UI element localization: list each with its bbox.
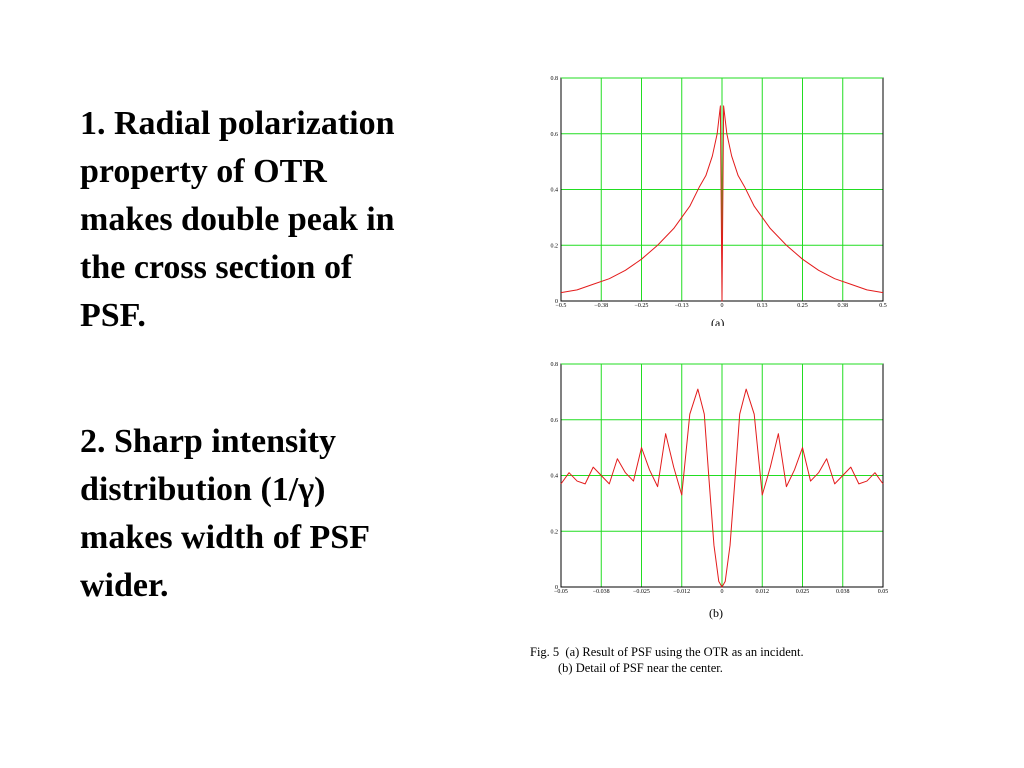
caption-line-2: (b) Detail of PSF near the center.	[558, 661, 723, 675]
chart-a-sublabel: (a)	[711, 316, 725, 326]
chart-a-x-tick-label: 0.25	[797, 303, 808, 309]
chart-a-x-tick-label: −0.25	[635, 303, 649, 309]
chart-b-x-tick-label: −0.025	[633, 589, 650, 595]
chart-b-x-tick-label: 0.038	[836, 589, 850, 595]
chart-b-y-tick-label: 0.6	[551, 418, 559, 424]
chart-b-x-tick-label: 0.012	[756, 589, 770, 595]
chart-a-x-tick-label: −0.5	[556, 303, 567, 309]
chart-b-y-tick-label: 0.8	[551, 362, 559, 368]
chart-a-y-tick-label: 0	[555, 299, 558, 305]
bullet-point-1: 1. Radial polarization property of OTR m…	[80, 105, 395, 334]
chart-a-x-tick-label: −0.38	[594, 303, 608, 309]
chart-a-psf-curve	[560, 105, 884, 302]
caption-line-1: Fig. 5 (a) Result of PSF using the OTR a…	[530, 645, 804, 659]
chart-b-x-tick-label: 0.05	[878, 589, 889, 595]
chart-b-x-tick-label: −0.05	[554, 589, 568, 595]
chart-b-x-tick-label: −0.038	[593, 589, 610, 595]
chart-a-x-tick-label: 0.13	[757, 303, 768, 309]
chart-a-y-tick-label: 0.6	[551, 132, 559, 138]
psf-chart-a: −0.5 −0.38 −0.25 −0.13 0 0.13 0.25 0.38 0.5 0 0.2 0…	[551, 76, 887, 309]
chart-b-y-tick-label: 0.4	[551, 474, 559, 480]
chart-b-y-tick-label: 0	[555, 585, 558, 591]
chart-b-x-tick-label: −0.012	[673, 589, 690, 595]
figure-caption: Fig. 5 (a) Result of PSF using the OTR a…	[530, 644, 804, 676]
chart-a-y-tick-label: 0.8	[551, 76, 559, 82]
chart-a-y-tick-label: 0.4	[551, 188, 559, 194]
psf-chart-b: −0.05 −0.038 −0.025 −0.012 0 0.012 0.025 0.038 0…	[551, 362, 889, 595]
chart-a-x-tick-label: 0.5	[879, 303, 887, 309]
chart-a-y-tick-label: 0.2	[551, 243, 559, 249]
chart-a-x-tick-label: 0.38	[838, 303, 849, 309]
chart-b-x-tick-label: 0.025	[796, 589, 810, 595]
chart-b-y-tick-label: 0.2	[551, 529, 559, 535]
chart-a-x-tick-label: 0	[721, 303, 724, 309]
chart-a-x-tick-label: −0.13	[675, 303, 689, 309]
bullet-point-2: 2. Sharp intensity distribution (1/γ) ma…	[80, 423, 370, 604]
chart-b-x-tick-label: 0	[721, 589, 724, 595]
bullet-list: 1. Radial polarization property of OTR m…	[80, 100, 480, 610]
chart-b-psf-curve	[560, 388, 884, 588]
chart-b-sublabel: (b)	[709, 606, 723, 620]
